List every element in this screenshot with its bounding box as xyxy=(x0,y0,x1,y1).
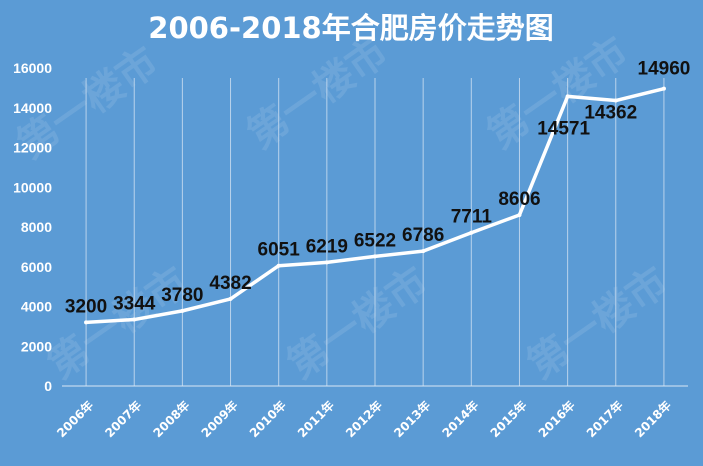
x-tick-label: 2007年 xyxy=(102,398,145,441)
data-label: 6786 xyxy=(402,225,444,246)
data-label: 7711 xyxy=(451,207,493,228)
y-tick-label: 16000 xyxy=(13,60,52,76)
x-tick-label: 2013年 xyxy=(391,398,434,441)
y-tick-label: 6000 xyxy=(21,259,52,275)
y-tick-label: 12000 xyxy=(13,140,52,156)
y-tick-label: 0 xyxy=(44,378,52,394)
data-point xyxy=(180,308,185,313)
data-point xyxy=(276,263,281,268)
data-label: 14960 xyxy=(638,59,691,80)
data-point xyxy=(613,98,618,103)
data-label: 4382 xyxy=(209,273,251,294)
data-point xyxy=(228,296,233,301)
data-label: 3200 xyxy=(65,296,107,317)
chart-title: 2006-2018年合肥房价走势图 xyxy=(148,11,553,45)
data-point xyxy=(84,320,89,325)
data-point xyxy=(565,94,570,99)
data-label: 14362 xyxy=(584,103,637,124)
y-axis: 0 2000 4000 6000 8000 10000 12000 14000 16000 xyxy=(13,60,52,394)
data-point xyxy=(132,317,137,322)
x-tick-label: 2014年 xyxy=(439,398,482,441)
svg-text:第一楼市: 第一楼市 xyxy=(239,29,396,158)
data-point xyxy=(421,249,426,254)
y-tick-label: 8000 xyxy=(21,219,52,235)
x-tick-label: 2018年 xyxy=(631,398,674,441)
data-label: 3780 xyxy=(161,285,203,306)
x-tick-label: 2006年 xyxy=(53,398,96,441)
grid-lines xyxy=(85,78,665,386)
svg-text:第一楼市: 第一楼市 xyxy=(39,259,196,388)
data-point xyxy=(661,86,666,91)
data-label: 3344 xyxy=(113,294,156,315)
data-label: 8606 xyxy=(498,189,540,210)
svg-text:第一楼市: 第一楼市 xyxy=(279,259,436,388)
series-group xyxy=(84,86,666,325)
watermark-logo: 第一楼市 第一楼市 第一楼市 第一楼市 第一楼市 第一楼市 xyxy=(9,29,676,388)
x-axis: 2006年 2007年 2008年 2009年 2010年 2011年 2012年 2013年… xyxy=(53,398,674,441)
x-tick-label: 2010年 xyxy=(246,398,289,441)
y-tick-label: 4000 xyxy=(21,299,52,315)
data-point xyxy=(469,230,474,235)
data-point xyxy=(324,260,329,265)
svg-text:第一楼市: 第一楼市 xyxy=(519,259,676,388)
y-tick-label: 2000 xyxy=(21,338,52,354)
x-tick-label: 2015年 xyxy=(487,398,530,441)
data-label: 6522 xyxy=(354,230,396,251)
data-point xyxy=(373,254,377,259)
x-tick-label: 2017年 xyxy=(583,398,626,441)
data-label: 6219 xyxy=(306,236,348,257)
x-tick-label: 2011年 xyxy=(294,398,337,441)
data-point xyxy=(517,212,522,217)
data-label: 14571 xyxy=(537,118,590,139)
x-tick-label: 2009年 xyxy=(198,398,241,441)
y-tick-label: 10000 xyxy=(13,179,52,195)
data-labels: 3200 3344 3780 4382 6051 6219 6522 6786 77118606… xyxy=(65,59,690,318)
data-label: 6051 xyxy=(258,240,301,261)
x-tick-label: 2016年 xyxy=(535,398,578,441)
x-tick-label: 2008年 xyxy=(150,398,193,441)
x-tick-label: 2012年 xyxy=(342,398,385,441)
y-tick-label: 14000 xyxy=(13,100,52,116)
